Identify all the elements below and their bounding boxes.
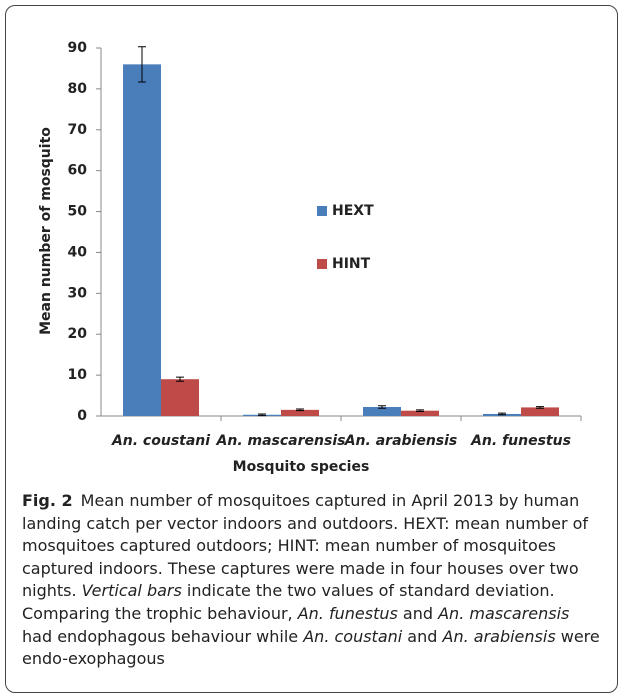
error-bar [138, 46, 146, 83]
caption-text: indicate the two values of standard devi… [22, 581, 555, 623]
caption-label: Fig. 2 [22, 491, 73, 510]
caption-text: An. coustani [303, 626, 403, 646]
bar [521, 407, 559, 416]
error-bar [378, 405, 386, 409]
caption-text: were endo-exophagous [22, 626, 600, 669]
y-tick-label: 40 [68, 244, 88, 260]
error-bar [176, 376, 184, 382]
error-bar [416, 409, 424, 413]
y-tick-label: 20 [68, 326, 88, 342]
y-axis-label: Mean number of mosquito [38, 127, 54, 335]
x-tick-label: An. funestus [470, 433, 571, 449]
y-tick-label: 10 [68, 367, 88, 383]
legend-label: HINT [332, 256, 371, 272]
caption-text: Vertical bars [81, 581, 182, 601]
caption: Fig. 2 Mean number of mosquitoes captured… [22, 490, 604, 671]
caption-text: An. mascarensis [438, 603, 570, 623]
bar [401, 410, 439, 416]
caption-text: and [397, 603, 439, 623]
caption-text: Mean number of mosquitoes captured in Ap… [22, 491, 589, 601]
y-tick-label: 80 [68, 81, 88, 97]
error-bar [498, 412, 506, 416]
x-axis-label: Mosquito species [233, 459, 370, 475]
caption-text: An. arabiensis [442, 626, 556, 646]
legend-label: HEXT [332, 203, 374, 219]
y-tick-label: 50 [68, 204, 88, 220]
y-tick-label: 30 [68, 285, 88, 301]
error-bar [536, 406, 544, 409]
caption-text: and [402, 626, 443, 646]
y-tick-label: 0 [77, 408, 87, 424]
legend-swatch [317, 206, 327, 216]
error-bar [258, 413, 266, 417]
bar [123, 64, 161, 416]
bar [281, 409, 319, 416]
caption-text: An. funestus [297, 603, 398, 623]
x-tick-label: An. arabiensis [344, 433, 458, 449]
y-tick-label: 70 [68, 122, 88, 138]
x-tick-label: An. coustani [111, 433, 210, 449]
error-bar [296, 408, 304, 412]
x-tick-label: An. mascarensis [216, 433, 346, 449]
y-tick-label: 90 [68, 40, 88, 56]
bar [161, 379, 199, 416]
legend-swatch [317, 259, 327, 269]
caption-text: had endophagous behaviour while [22, 626, 304, 646]
bar [363, 407, 401, 416]
figure-frame: Mean number of mosquito Mosquito species… [5, 5, 618, 693]
chart: Mean number of mosquito Mosquito species… [38, 40, 582, 475]
y-tick-label: 60 [68, 163, 88, 179]
